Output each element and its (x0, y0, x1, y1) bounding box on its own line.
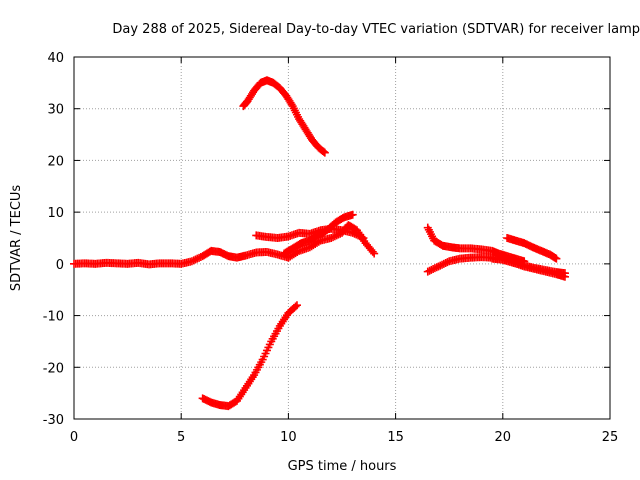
y-tick-label: -20 (43, 361, 64, 376)
data-point (425, 266, 434, 275)
data-point (193, 254, 202, 263)
series-track-late-c (503, 234, 561, 263)
data-point (352, 230, 361, 239)
axis-ticks: 0 5 10 15 20 25 -30 -20 -10 0 10 20 30 40 (43, 51, 619, 445)
data-point (359, 234, 368, 242)
data-point (434, 262, 443, 271)
data-point (330, 232, 339, 241)
data-point (187, 257, 196, 266)
series-track-late-d (488, 254, 569, 278)
x-tick-label: 0 (70, 430, 78, 445)
series-track-late-a (423, 223, 529, 266)
data-point (438, 260, 447, 269)
data-point (436, 261, 445, 270)
series-track-high (239, 76, 329, 157)
data-point (355, 232, 364, 241)
y-tick-label: 20 (47, 154, 64, 169)
x-tick-label: 25 (602, 430, 619, 445)
data-point (441, 258, 450, 267)
data-point (292, 301, 301, 310)
y-tick-label: 30 (47, 103, 64, 118)
data-point (443, 258, 452, 267)
data-point (327, 234, 336, 242)
data-point (319, 147, 328, 156)
grid-lines (74, 57, 610, 419)
y-tick-label: 40 (47, 51, 64, 66)
data-point (423, 267, 432, 276)
data-point (350, 229, 359, 238)
x-tick-label: 20 (495, 430, 512, 445)
data-point (291, 302, 300, 311)
data-point (357, 233, 366, 242)
data-point (191, 255, 200, 264)
x-tick-label: 10 (280, 430, 297, 445)
data-point (354, 231, 363, 240)
series-track-low (198, 301, 301, 411)
x-tick-label: 5 (177, 430, 185, 445)
data-point (429, 265, 438, 274)
y-tick-label: -10 (43, 310, 64, 325)
data-point (560, 269, 569, 278)
x-tick-label: 15 (387, 430, 404, 445)
data-point (368, 247, 377, 256)
data-point (427, 265, 436, 274)
data-point (329, 233, 338, 242)
data-point (320, 148, 329, 157)
y-tick-label: 10 (47, 206, 64, 221)
data-point (348, 228, 357, 237)
data-point (552, 254, 561, 263)
x-axis-label: GPS time / hours (288, 459, 397, 474)
chart-title: Day 288 of 2025, Sidereal Day-to-day VTE… (112, 22, 640, 37)
data-marks (70, 76, 569, 411)
plot-frame (73, 56, 611, 420)
data-point (195, 253, 204, 262)
data-point (189, 256, 198, 265)
data-point (432, 263, 441, 272)
y-axis-label: SDTVAR / TECUs (9, 185, 24, 292)
y-tick-label: -30 (43, 413, 64, 428)
series-track-mid-c (280, 210, 357, 258)
data-point (348, 210, 357, 219)
y-tick-label: 0 (56, 258, 64, 273)
data-point (430, 264, 439, 273)
data-point (370, 249, 379, 258)
series-track-baseline (70, 246, 293, 269)
data-point (439, 259, 448, 268)
